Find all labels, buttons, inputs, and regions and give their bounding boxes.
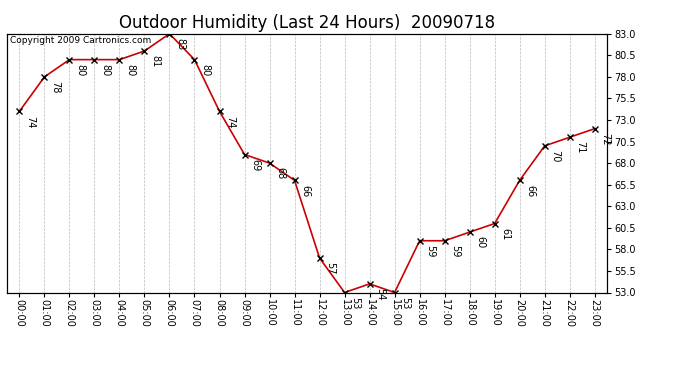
Text: 80: 80	[75, 64, 85, 76]
Text: 83: 83	[175, 38, 185, 50]
Text: 60: 60	[475, 236, 485, 249]
Text: 80: 80	[100, 64, 110, 76]
Text: 74: 74	[225, 116, 235, 128]
Title: Outdoor Humidity (Last 24 Hours)  20090718: Outdoor Humidity (Last 24 Hours) 2009071…	[119, 14, 495, 32]
Text: 66: 66	[525, 184, 535, 197]
Text: 74: 74	[25, 116, 35, 128]
Text: 80: 80	[125, 64, 135, 76]
Text: 61: 61	[500, 228, 510, 240]
Text: 78: 78	[50, 81, 60, 93]
Text: 68: 68	[275, 167, 285, 180]
Text: 72: 72	[600, 133, 610, 145]
Text: 57: 57	[325, 262, 335, 274]
Text: 71: 71	[575, 141, 585, 154]
Text: 66: 66	[300, 184, 310, 197]
Text: 70: 70	[550, 150, 560, 162]
Text: 81: 81	[150, 55, 160, 68]
Text: 69: 69	[250, 159, 260, 171]
Text: 59: 59	[450, 245, 460, 257]
Text: 53: 53	[400, 297, 410, 309]
Text: 54: 54	[375, 288, 385, 300]
Text: Copyright 2009 Cartronics.com: Copyright 2009 Cartronics.com	[10, 36, 151, 45]
Text: 59: 59	[425, 245, 435, 257]
Text: 53: 53	[350, 297, 360, 309]
Text: 80: 80	[200, 64, 210, 76]
